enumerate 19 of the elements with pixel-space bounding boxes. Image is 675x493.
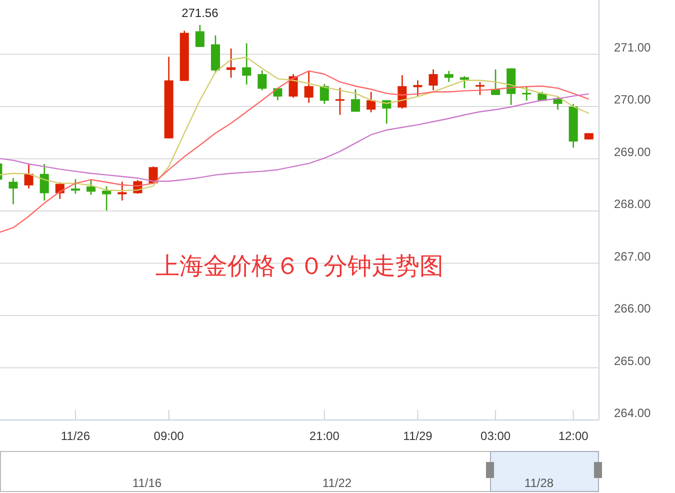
- annotation: 271.56: [182, 6, 219, 20]
- y-tick-label: 268.00: [614, 197, 652, 211]
- text: 11/22: [322, 476, 352, 490]
- y-tick-label: 270.00: [614, 92, 652, 106]
- text: 上海金价格６０分钟走势图: [156, 252, 444, 280]
- x-tick-label: 12:00: [558, 429, 589, 443]
- x-tick-label: 03:00: [480, 429, 511, 443]
- x-tick-label: 11/29: [403, 429, 433, 443]
- x-tick-label: 21:00: [309, 429, 340, 443]
- text: 11/28: [524, 476, 554, 490]
- y-tick-label: 265.00: [614, 354, 652, 368]
- text: 11/16: [132, 476, 162, 490]
- y-tick-label: 267.00: [614, 249, 652, 264]
- y-tick-label: 271.00: [614, 40, 652, 54]
- x-tick-label: 09:00: [154, 429, 184, 443]
- x-tick-label: 11/26: [60, 429, 90, 443]
- y-tick-label: 269.00: [614, 144, 652, 159]
- y-tick-label: 266.00: [614, 302, 652, 316]
- y-tick-label: 264.00: [614, 406, 652, 420]
